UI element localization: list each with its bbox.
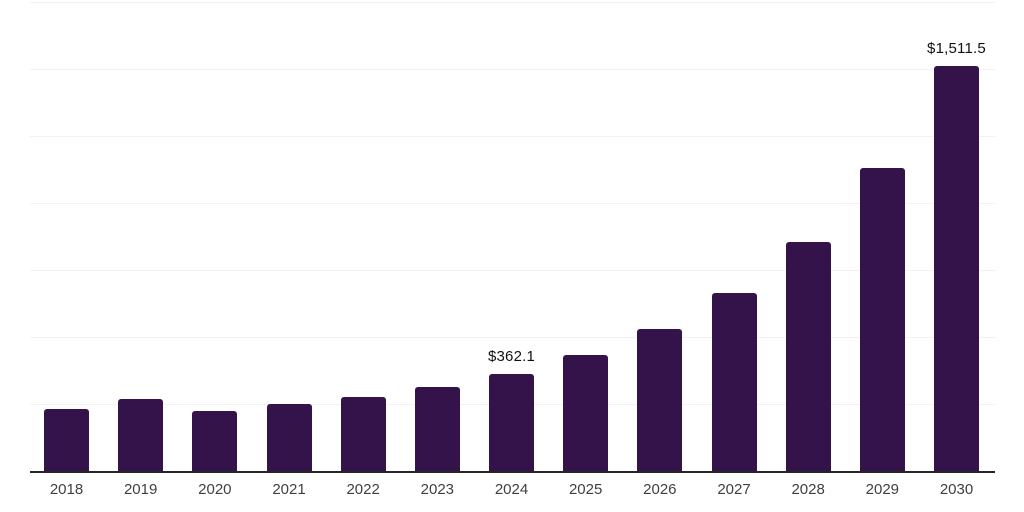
bar-2027 — [711, 292, 757, 471]
gridline-1500 — [30, 69, 995, 70]
value-label-2024: $362.1 — [487, 347, 536, 365]
bar-2022 — [340, 396, 386, 471]
x-tick-2018: 2018 — [49, 481, 84, 498]
x-tick-2022: 2022 — [346, 481, 380, 498]
bar-2030 — [934, 65, 979, 471]
x-tick-2024: 2024 — [494, 481, 529, 498]
bar-2028 — [785, 241, 831, 471]
gridline-1750 — [30, 2, 995, 3]
gridline-1250 — [30, 136, 995, 137]
x-tick-2026: 2026 — [643, 481, 677, 498]
gridline-500 — [30, 337, 995, 338]
gridline-750 — [30, 270, 995, 271]
plot-area: $362.1 $1,511.5 — [30, 2, 995, 473]
value-label-2030: $1,511.5 — [927, 39, 986, 57]
x-tick-2029: 2029 — [865, 481, 900, 498]
bar-2025 — [563, 355, 609, 471]
bar-2018 — [44, 408, 89, 471]
bar-2023 — [414, 387, 460, 471]
x-tick-2030: 2030 — [939, 481, 974, 498]
x-tick-2023: 2023 — [420, 481, 455, 498]
bar-2026 — [637, 329, 683, 471]
x-tick-2027: 2027 — [717, 481, 751, 498]
bar-2019 — [118, 398, 164, 471]
gridline-1000 — [30, 203, 995, 204]
x-tick-2020: 2020 — [198, 481, 232, 498]
x-tick-2028: 2028 — [791, 481, 825, 498]
x-axis: 2018 2019 2020 2021 2022 2023 2024 2025 2026 2027… — [30, 481, 995, 505]
bar-2020 — [192, 410, 238, 471]
x-tick-2019: 2019 — [123, 481, 158, 498]
x-tick-2025: 2025 — [568, 481, 603, 498]
bar-2029 — [859, 168, 905, 471]
bar-2021 — [266, 403, 312, 471]
bar-2024 — [489, 373, 534, 471]
x-tick-2021: 2021 — [272, 481, 306, 498]
